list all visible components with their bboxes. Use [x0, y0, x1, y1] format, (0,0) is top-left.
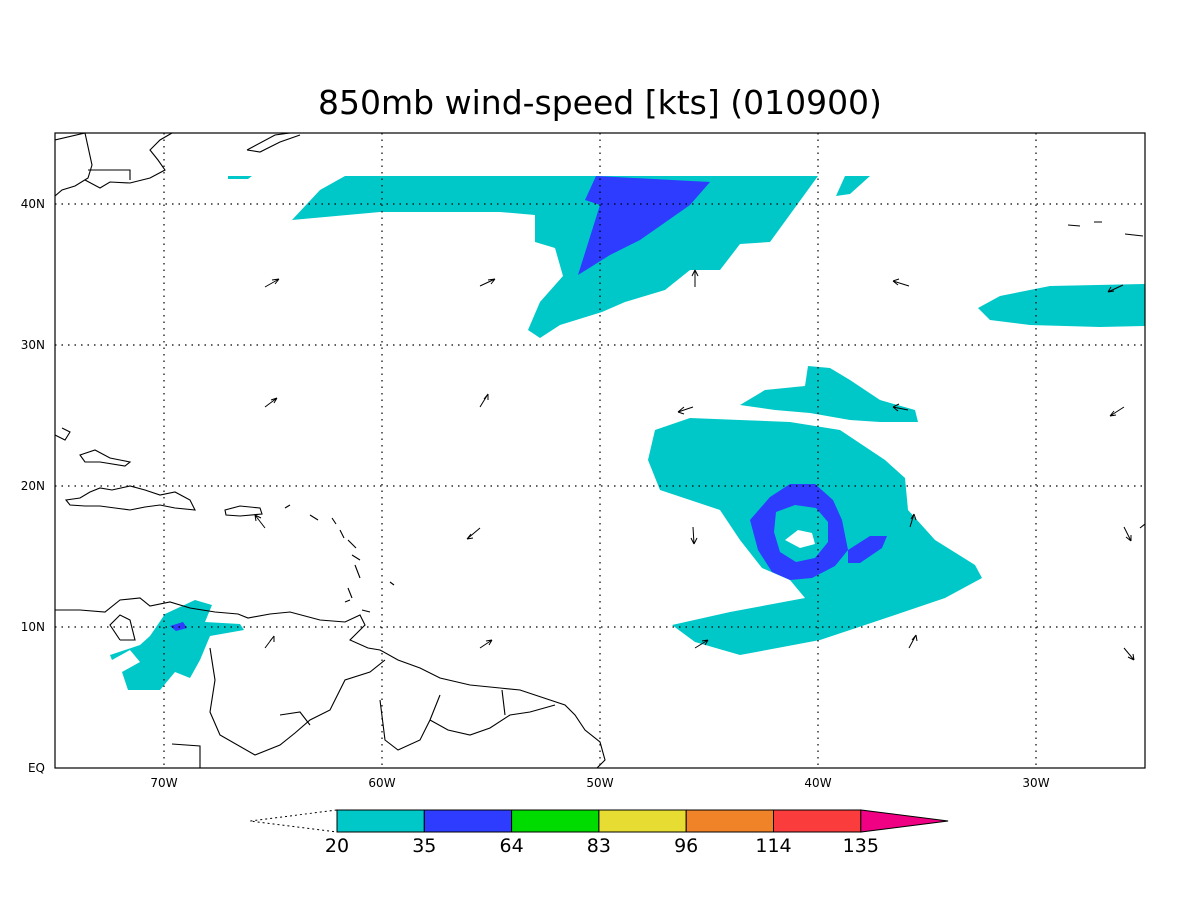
x-tick-label: 30W: [1022, 776, 1049, 790]
small-patch-20kt-east: [836, 176, 870, 196]
y-tick-label: 40N: [21, 197, 45, 211]
coastlines: [55, 133, 1145, 768]
coastline-azores: [1067, 221, 1144, 237]
y-tick-label: 20N: [21, 479, 45, 493]
y-tick-label: EQ: [28, 761, 45, 775]
wind-vectors: [254, 269, 1135, 661]
caribbean-patch-20kt: [110, 600, 244, 690]
colorbar-level-label: 20: [325, 835, 349, 857]
coastline-south-america: [55, 597, 606, 768]
colorbar-swatch: [685, 809, 775, 833]
map-frame: [54, 132, 1146, 769]
colorbar-swatch: [773, 809, 862, 833]
wind-speed-shading: [110, 176, 1145, 690]
colorbar-swatch: [598, 809, 687, 833]
jet-region-north-20kt: [292, 176, 818, 338]
country-borders-south-america: [209, 647, 556, 756]
coastline-lesser-antilles: [284, 504, 395, 613]
patch-north-of-storm-20kt: [740, 366, 918, 422]
colorbar-swatch: [511, 809, 600, 833]
x-tick-label: 50W: [586, 776, 613, 790]
colorbar-level-label: 96: [674, 835, 698, 857]
coastline-north-america: [55, 133, 301, 197]
east-band-20kt: [978, 284, 1145, 327]
x-tick-label: 40W: [804, 776, 831, 790]
storm-eye-clear: [785, 530, 815, 548]
colorbar-swatch: [423, 809, 513, 833]
map-title: 850mb wind-speed [kts] (010900): [318, 83, 882, 122]
y-axis-labels: EQ 10N 20N 30N 40N: [21, 197, 45, 775]
x-axis-labels: 70W 60W 50W 40W 30W: [150, 776, 1049, 790]
colorbar-swatch: [860, 809, 949, 833]
coastline-west-africa: [1139, 523, 1145, 529]
x-tick-label: 70W: [150, 776, 177, 790]
colorbar-level-label: 114: [755, 835, 791, 857]
colorbar-level-label: 135: [843, 835, 879, 857]
x-tick-label: 60W: [368, 776, 395, 790]
coastline-greater-antilles: [55, 427, 263, 517]
colorbar-level-label: 83: [587, 835, 611, 857]
small-patch-20kt: [228, 176, 252, 179]
y-tick-label: 30N: [21, 338, 45, 352]
storm-ne-band-35kt: [848, 536, 887, 563]
colorbar-swatch: [336, 809, 425, 833]
colorbar-low-end: [249, 809, 338, 833]
y-tick-label: 10N: [21, 620, 45, 634]
wind-vector-arrow: [254, 269, 1135, 661]
colorbar-level-label: 64: [500, 835, 524, 857]
colorbar-level-label: 35: [412, 835, 436, 857]
colorbar: 20 35 64 83 96 114 135: [249, 809, 949, 857]
jet-core-north-35kt: [578, 176, 710, 275]
